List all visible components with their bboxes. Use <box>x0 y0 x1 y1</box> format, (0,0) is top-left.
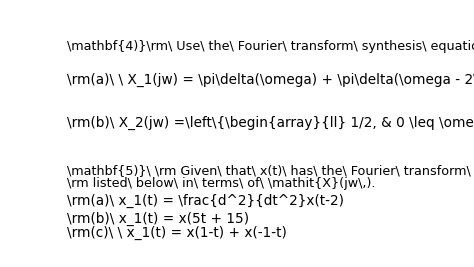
Text: \mathbf{5)}\ \rm Given\ that\ x(t)\ has\ the\ Fourier\ transform\ \mathit{X}(jw): \mathbf{5)}\ \rm Given\ that\ x(t)\ has\… <box>66 165 474 178</box>
Text: \rm(b)\ x_1(t) = x(5t + 15): \rm(b)\ x_1(t) = x(5t + 15) <box>66 212 249 226</box>
Text: \rm(c)\ \ x_1(t) = x(1-t) + x(-1-t): \rm(c)\ \ x_1(t) = x(1-t) + x(-1-t) <box>66 226 286 241</box>
Text: \rm(a)\ \ X_1(jw) = \pi\delta(\omega) + \pi\delta(\omega - 2\pi) + \pi\delta(\om: \rm(a)\ \ X_1(jw) = \pi\delta(\omega) + … <box>66 73 474 87</box>
Text: \rm listed\ below\ in\ terms\ of\ \mathit{X}(jw\,).: \rm listed\ below\ in\ terms\ of\ \mathi… <box>66 177 375 190</box>
Text: \rm(b)\ X_2(jw) =\left\{\begin{array}{ll} 1/2, & 0 \leq \omega \leq 2 \\ -1/2, &: \rm(b)\ X_2(jw) =\left\{\begin{array}{ll… <box>66 115 474 130</box>
Text: \rm(a)\ x_1(t) = \frac{d^2}{dt^2}x(t-2): \rm(a)\ x_1(t) = \frac{d^2}{dt^2}x(t-2) <box>66 193 344 207</box>
Text: \mathbf{4)}\rm\ Use\ the\ Fourier\ transform\ synthesis\ equation\ (4.8)\ to\ de: \mathbf{4)}\rm\ Use\ the\ Fourier\ trans… <box>66 40 474 53</box>
